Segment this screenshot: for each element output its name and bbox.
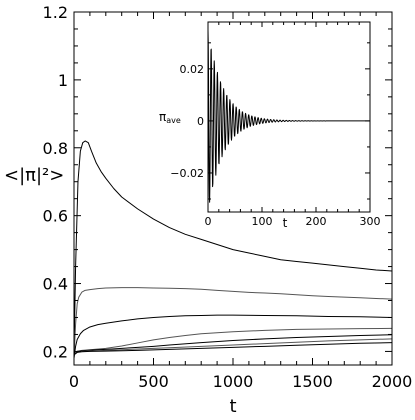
main-x-tick-label-1: 500 [138, 372, 169, 391]
main-plot: 0 500 1000 1500 2000 0.20.40.60.811.2 t <|π|… [4, 3, 412, 417]
main-y-tick-label-0: 0.2 [43, 342, 68, 361]
main-y-tick-label-4: 1 [58, 71, 68, 90]
main-y-tick-label-2: 0.6 [43, 207, 68, 226]
main-series-line-4 [73, 334, 393, 356]
main-series-group [73, 140, 393, 359]
main-series-line-5 [73, 338, 393, 356]
inset-y-axis-label-main: π [159, 110, 166, 124]
main-series-line-0 [73, 140, 393, 359]
inset-x-tick-label-1: 100 [252, 215, 273, 228]
inset-x-tick-label-2: 200 [306, 215, 327, 228]
inset-y-tick-label-0: 0.02 [180, 63, 205, 76]
inset-x-tick-label-0: 0 [205, 215, 212, 228]
inset-series-line [207, 29, 371, 203]
main-y-tick-label-3: 0.8 [43, 139, 68, 158]
main-series-line-6 [73, 342, 393, 356]
main-x-tick-labels: 0 500 1000 1500 2000 [69, 372, 412, 391]
main-y-tick-label-5: 1.2 [43, 3, 68, 22]
main-x-tick-label-2: 1000 [213, 372, 254, 391]
main-y-tick-label-1: 0.4 [43, 275, 68, 294]
inset-x-axis-label: t [283, 216, 288, 230]
inset-plot-frame [207, 21, 371, 213]
inset-y-tick-label-1: 0 [197, 115, 204, 128]
inset-y-tick-label-2: −0.02 [170, 167, 204, 180]
main-x-tick-label-3: 1500 [292, 372, 333, 391]
main-x-tick-label-0: 0 [69, 372, 79, 391]
inset-plot-background [207, 21, 371, 213]
main-x-axis-label: t [229, 396, 236, 415]
inset-series-group [207, 29, 371, 203]
inset-plot: 0 100 200 300 0.02 0 −0.02 t πave [159, 21, 381, 230]
inset-y-tick-labels: 0.02 0 −0.02 [170, 63, 204, 180]
inset-y-axis-label-sub: ave [166, 116, 181, 125]
main-y-tick-labels: 0.2 0.4 0.6 0.8 1 1.2 [43, 3, 68, 361]
main-plot-frame [73, 11, 393, 366]
inset-x-tick-labels: 0 100 200 300 [205, 215, 381, 228]
main-series-line-2 [73, 314, 393, 359]
main-x-tick-label-4: 2000 [372, 372, 413, 391]
main-y-axis-label: <|π|²> [4, 165, 64, 186]
inset-x-tick-label-3: 300 [360, 215, 381, 228]
inset-y-axis-label: πave [159, 110, 181, 125]
main-series-line-1 [73, 287, 393, 359]
